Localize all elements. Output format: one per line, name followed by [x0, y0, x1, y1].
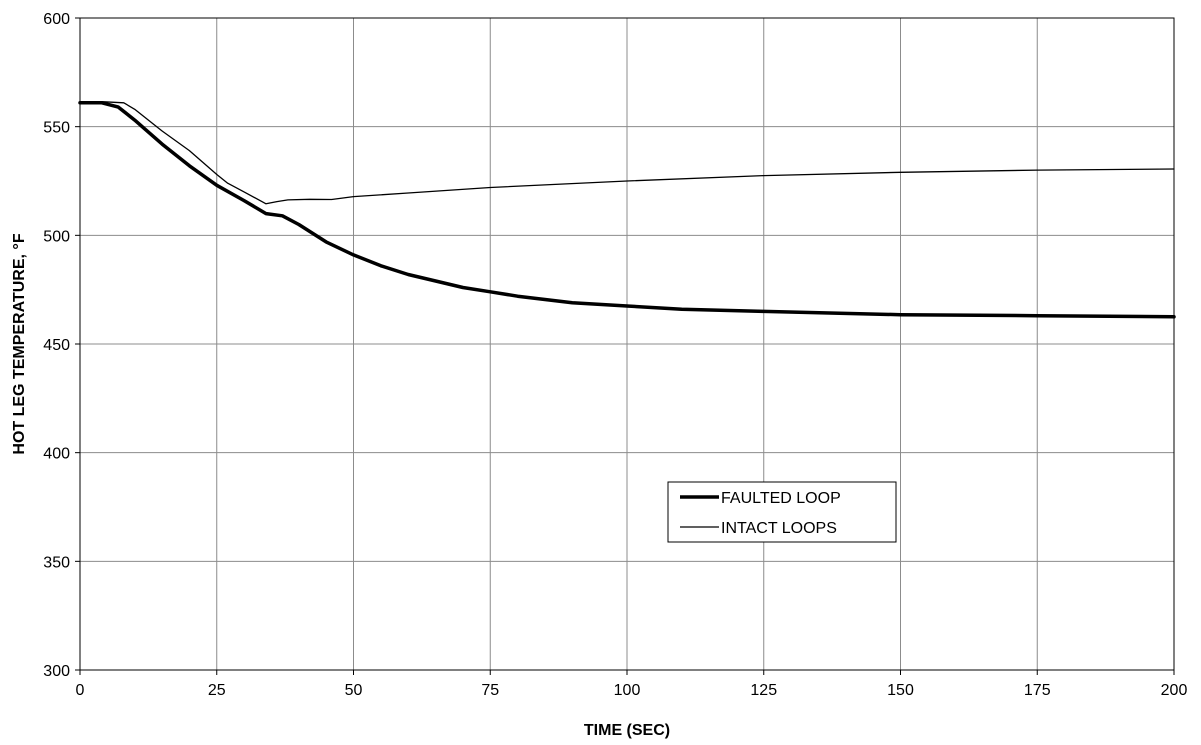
- series-lines: [78, 101, 1176, 319]
- legend-box: [667, 481, 897, 543]
- legend-label-faulted-loop: FAULTED LOOP: [721, 490, 841, 507]
- x-tick-label: 0: [76, 682, 85, 699]
- y-tick-label: 600: [43, 11, 70, 28]
- axis-tick-marks: [75, 17, 1175, 675]
- x-tick-label: 75: [481, 682, 499, 699]
- x-tick-label: 25: [208, 682, 226, 699]
- y-tick-label: 450: [43, 337, 70, 354]
- legend-label-intact-loops: INTACT LOOPS: [721, 520, 837, 537]
- x-axis-tick-labels: 0 25 50 75 100 125 150 175 200: [76, 682, 1188, 699]
- x-axis-title: TIME (SEC): [584, 722, 670, 739]
- x-tick-label: 50: [345, 682, 363, 699]
- series-line-intact-loops: [79, 101, 1175, 205]
- y-tick-label: 400: [43, 446, 70, 463]
- y-tick-label: 300: [43, 663, 70, 680]
- x-tick-label: 150: [887, 682, 914, 699]
- y-axis-title: HOT LEG TEMPERATURE, °F: [11, 233, 28, 454]
- y-tick-label: 350: [43, 554, 70, 571]
- x-tick-label: 100: [614, 682, 641, 699]
- x-tick-label: 200: [1161, 682, 1188, 699]
- x-tick-label: 175: [1024, 682, 1051, 699]
- gridlines: [80, 18, 1174, 670]
- legend: FAULTED LOOP INTACT LOOPS: [667, 481, 897, 543]
- y-tick-label: 500: [43, 228, 70, 245]
- y-axis-tick-labels: 300 350 400 450 500 550 600: [43, 11, 70, 680]
- y-tick-label: 550: [43, 120, 70, 137]
- series-line-faulted-loop: [78, 101, 1176, 319]
- x-tick-label: 125: [750, 682, 777, 699]
